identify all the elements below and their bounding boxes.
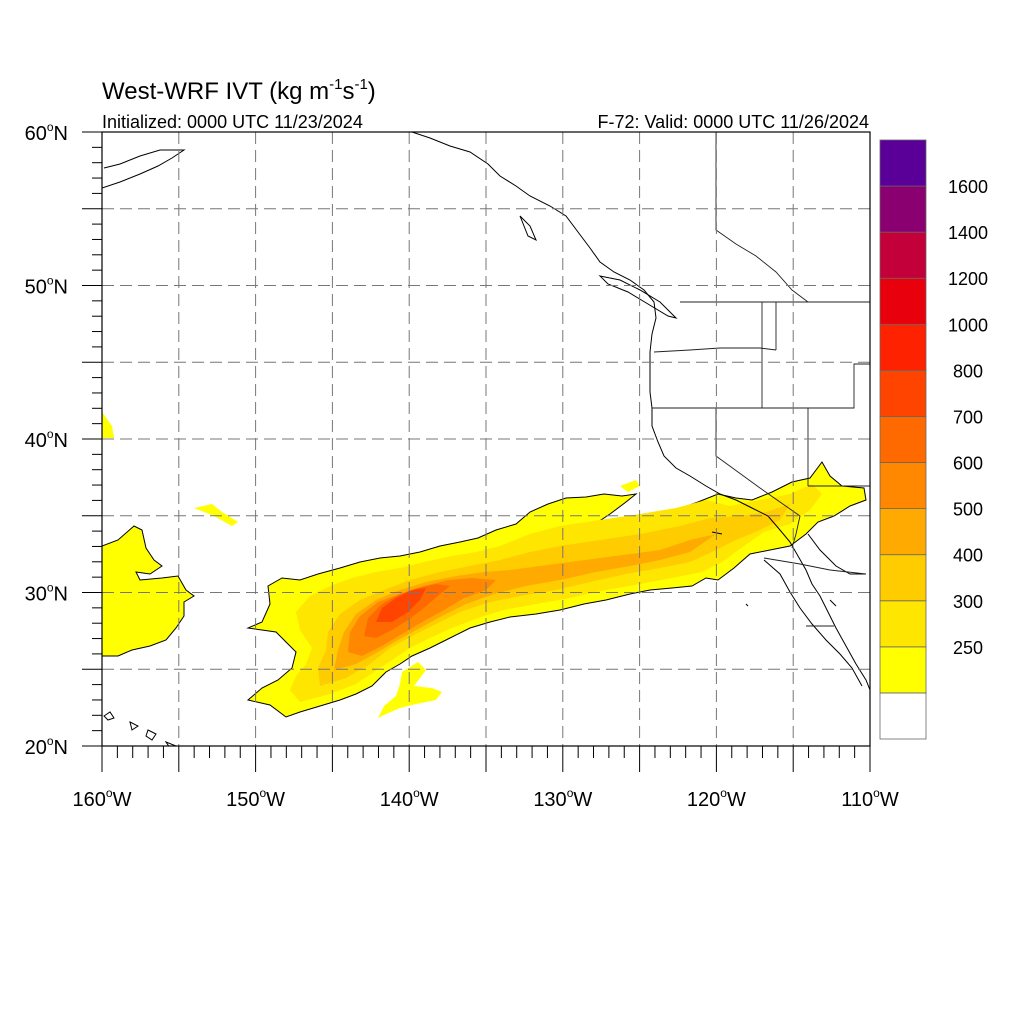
id-ut-border <box>808 363 870 409</box>
colorbar-label: 1400 <box>948 223 988 243</box>
longitude-labels: 160oW 150oW 140oW 130oW 120oW 110oW <box>73 786 899 811</box>
baja-coast <box>763 559 863 687</box>
colorbar-swatch <box>879 646 927 694</box>
ivt-region-600 <box>348 578 496 656</box>
az-ca-border <box>791 515 801 549</box>
hawaii-islands <box>103 711 178 746</box>
ivt-region-250-small <box>378 662 442 718</box>
ivt-colorbar: 250 300 400 500 600 700 800 1000 1200 1400 1600 <box>879 139 988 740</box>
colorbar-label: 1200 <box>948 269 988 289</box>
ivt-region-800 <box>376 588 426 622</box>
colorbar-swatch <box>879 416 927 463</box>
colorbar-swatch <box>879 508 927 556</box>
colorbar-swatch <box>879 369 927 417</box>
colorbar-label: 250 <box>953 638 983 658</box>
ca-nv-border <box>715 408 801 517</box>
channel-islands <box>711 531 837 607</box>
lat-lon-grid <box>102 132 870 746</box>
colorbar-label: 700 <box>953 407 983 427</box>
gulf-california <box>807 533 866 575</box>
bc-ab-border <box>715 132 809 303</box>
valid-time-label: F-72: Valid: 0000 UTC 11/26/2024 <box>598 112 870 132</box>
lon-label: 140oW <box>380 786 439 811</box>
lon-label: 150oW <box>226 786 285 811</box>
lon-label: 120oW <box>687 786 746 811</box>
lat-label: 30oN <box>25 581 68 606</box>
us-mexico-border <box>763 557 867 575</box>
init-time-label: Initialized: 0000 UTC 11/23/2024 <box>102 112 363 132</box>
colorbar-label: 1000 <box>948 315 988 335</box>
colorbar-label: 300 <box>953 592 983 612</box>
colorbar-label: 400 <box>953 546 983 566</box>
map-panel <box>102 132 870 746</box>
lon-label: 110oW <box>841 786 899 811</box>
colorbar-label: 600 <box>953 454 983 474</box>
alaska-coast <box>102 149 186 189</box>
wa-or-border <box>653 347 777 353</box>
colorbar-swatch <box>879 462 927 510</box>
lon-label: 160oW <box>73 786 132 811</box>
latitude-labels: 60oN 50oN 40oN 30oN 20oN <box>25 120 68 759</box>
colorbar-swatch <box>879 600 927 648</box>
axis-ticks <box>82 131 871 772</box>
colorbar-swatch <box>879 139 927 187</box>
lat-label: 50oN <box>25 274 68 299</box>
lat-label: 60oN <box>25 120 68 145</box>
colorbar-label: 800 <box>953 361 983 381</box>
lat-label: 20oN <box>25 734 68 759</box>
colorbar-swatch <box>879 231 927 279</box>
islands-bc <box>519 215 678 319</box>
colorbar-swatch <box>879 554 927 602</box>
colorbar-swatch <box>879 277 927 325</box>
colorbar-swatch <box>879 692 927 740</box>
colorbar-label: 500 <box>953 500 983 520</box>
lat-label: 40oN <box>25 427 68 452</box>
lon-label: 130oW <box>533 786 592 811</box>
ivt-region-250-west <box>102 525 195 657</box>
colorbar-swatch <box>879 323 927 371</box>
colorbar-swatch <box>879 185 927 233</box>
colorbar-label: 1600 <box>948 177 988 197</box>
figure-title: West-WRF IVT (kg m-1s-1) <box>102 76 376 105</box>
